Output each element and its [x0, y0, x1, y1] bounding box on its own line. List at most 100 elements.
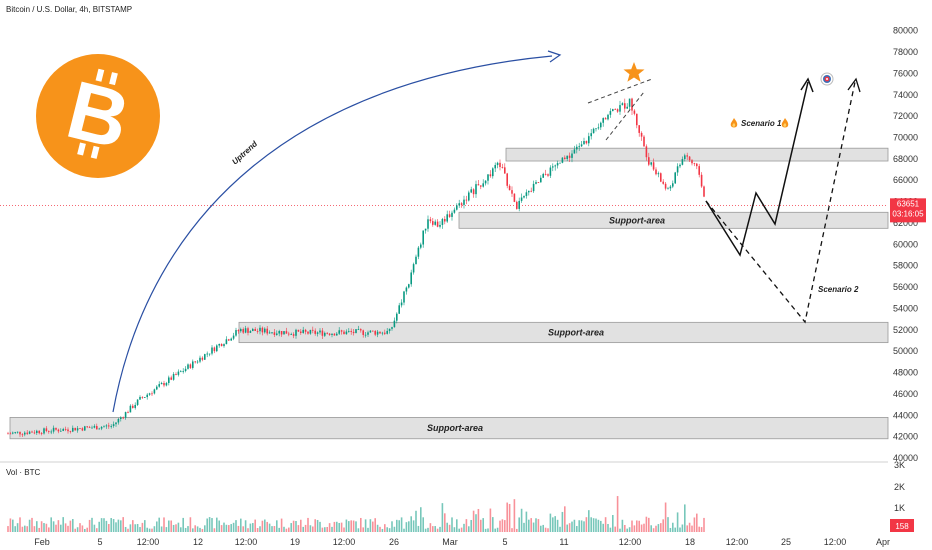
volume-bar: [252, 523, 254, 532]
volume-bar: [396, 519, 398, 532]
volume-bar: [88, 519, 91, 532]
price-axis[interactable]: 80000 78000 76000 74000 72000 70000 68000 66000…: [893, 26, 918, 463]
volume-bar: [201, 528, 204, 532]
candle-body: [127, 412, 129, 413]
time-axis[interactable]: Feb 5 12:00 12 12:00 19 12:00 26 Mar 5 11 12:00 18 12…: [34, 460, 905, 547]
candle-body: [494, 165, 496, 169]
volume-bar: [520, 508, 523, 532]
volume-bar: [12, 519, 14, 532]
volume-bar: [110, 518, 112, 532]
volume-bar: [393, 526, 396, 532]
volume-bar: [14, 526, 16, 532]
candle-body: [249, 331, 252, 333]
candle-body: [381, 332, 384, 334]
candle-body: [273, 332, 276, 335]
volume-bar: [244, 520, 247, 532]
volume-bar: [297, 525, 300, 532]
candle-body: [309, 329, 312, 334]
volume-bar: [376, 524, 379, 532]
candle-body: [192, 361, 194, 368]
candle-body: [345, 331, 348, 335]
candle-body: [633, 110, 636, 114]
volume-bar: [513, 499, 516, 532]
candle-body: [700, 174, 703, 187]
candle-body: [158, 384, 160, 387]
volume-bar: [50, 517, 52, 532]
volume-bar: [129, 524, 132, 532]
volume-bar: [489, 508, 492, 532]
price-tick-label: 66000: [893, 175, 918, 185]
volume-bar: [384, 524, 386, 532]
candle-body: [285, 331, 288, 334]
volume-bar: [98, 521, 100, 532]
candle-body: [292, 334, 295, 336]
volume-bar: [146, 527, 148, 532]
candle-body: [40, 433, 43, 434]
volume-bar: [280, 518, 283, 532]
volume-bar: [369, 519, 372, 532]
candle-body: [667, 188, 669, 190]
volume-bar: [477, 508, 480, 532]
candle-body: [333, 333, 336, 336]
price-tick-label: 58000: [893, 261, 918, 271]
candle-body: [19, 431, 21, 435]
candle-body: [328, 333, 331, 335]
candle-body: [420, 244, 422, 248]
volume-bar: [580, 520, 583, 532]
support-area-zone: [238, 321, 889, 344]
candle-body: [240, 329, 242, 332]
price-tick-label: 42000: [893, 432, 918, 442]
volume-bar: [501, 519, 504, 532]
candle-body: [400, 302, 403, 306]
candle-body: [614, 109, 616, 110]
volume-bar: [554, 516, 556, 532]
volume-bar: [314, 519, 316, 532]
candle-body: [216, 345, 218, 352]
candle-body: [268, 332, 271, 334]
candle-body: [621, 103, 624, 106]
candle-body: [688, 156, 691, 161]
volume-bar: [391, 521, 393, 532]
volume-bar: [184, 527, 187, 532]
volume-bar: [672, 522, 674, 532]
candle-body: [652, 162, 655, 170]
volume-bar: [612, 515, 614, 532]
candle-body: [549, 167, 552, 176]
candle-body: [391, 327, 393, 329]
volume-bar: [657, 524, 660, 532]
support-area-zone: [458, 211, 889, 229]
price-tick-label: 50000: [893, 346, 918, 356]
volume-bar: [316, 519, 319, 532]
volume-bar: [139, 527, 141, 532]
candle-body: [211, 347, 213, 354]
volume-bar: [508, 503, 511, 532]
volume-bar: [72, 519, 74, 532]
volume-bar: [448, 524, 451, 532]
candle-body: [547, 174, 549, 176]
volume-bar: [451, 517, 453, 532]
volume-bar: [424, 528, 427, 532]
volume-bar: [295, 521, 297, 532]
volume-bar: [506, 502, 508, 532]
candle-body: [600, 122, 602, 128]
volume-bar: [374, 518, 376, 532]
volume-bar: [216, 517, 218, 532]
candle-body: [684, 155, 686, 160]
candle-body: [523, 196, 525, 198]
volume-bar: [549, 513, 552, 532]
candle-body: [585, 141, 588, 144]
candle-body: [415, 256, 417, 265]
volume-bar: [597, 519, 600, 532]
volume-bar: [410, 516, 412, 532]
volume-bar: [67, 525, 69, 532]
candle-body: [112, 424, 115, 427]
candle-body: [93, 426, 96, 428]
volume-bar: [626, 528, 628, 532]
volume-bar: [228, 525, 230, 532]
volume-bar: [537, 519, 540, 532]
price-tick-label: 78000: [893, 47, 918, 57]
volume-bar: [388, 528, 391, 532]
candle-body: [374, 331, 376, 335]
candle-body: [218, 343, 220, 346]
